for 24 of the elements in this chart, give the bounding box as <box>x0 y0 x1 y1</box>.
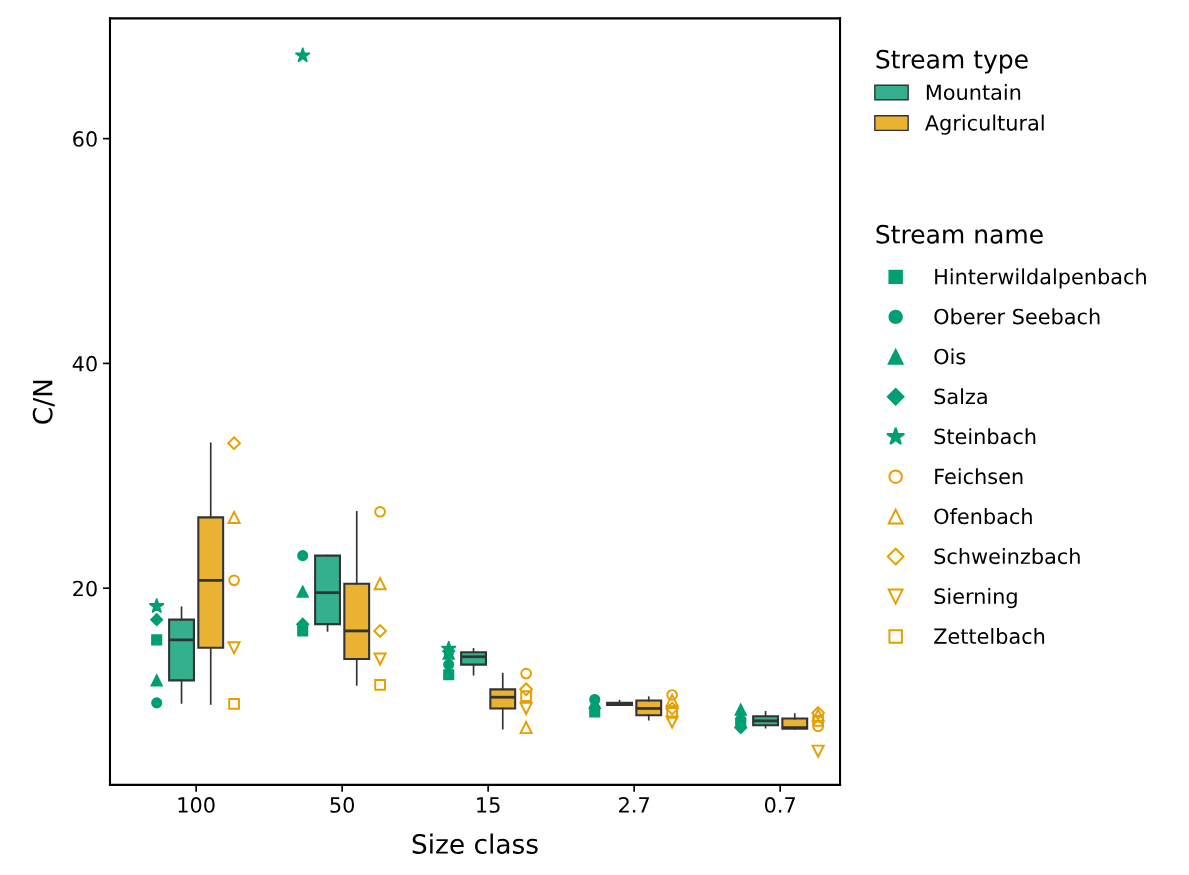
x-tick-label: 50 <box>330 797 355 813</box>
legend-label: Hinterwildalpenbach <box>935 268 1146 289</box>
y-tick-label: 20 <box>73 580 97 597</box>
x-axis-title: Size class <box>412 833 538 854</box>
legend-label: Schweinzbach <box>934 548 1080 565</box>
x-tick-label: 100 <box>178 797 215 813</box>
legend-label: Ofenbach <box>934 508 1032 525</box>
text: Stream type <box>876 49 1028 74</box>
legend-label: Agricultural <box>924 114 1044 135</box>
legend-label: Feichsen <box>935 468 1023 485</box>
x-tick-label: 15 <box>477 797 500 813</box>
x-tick-label: 0.7 <box>764 797 795 813</box>
y-tick-label: 60 <box>73 131 97 147</box>
legend-label: Oberer Seebach <box>934 308 1100 325</box>
legend-label: Mountain <box>926 83 1021 101</box>
legend-label: Salza <box>934 388 987 405</box>
y-axis-title: C/N <box>32 380 55 424</box>
legend-label: Zettelbach <box>934 627 1045 645</box>
x-tick-label: 2.7 <box>619 797 649 813</box>
legend-label: Sierning <box>934 588 1017 609</box>
legend-label: Steinbach <box>934 428 1036 445</box>
text: Stream name <box>876 224 1043 244</box>
y-tick-label: 40 <box>72 355 97 372</box>
legend-label: Ois <box>934 348 966 365</box>
